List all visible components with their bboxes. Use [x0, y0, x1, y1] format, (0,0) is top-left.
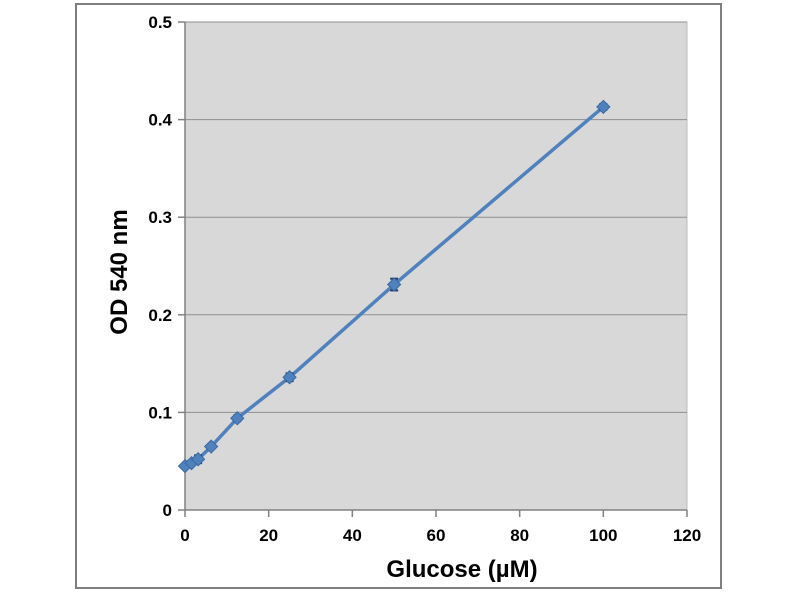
y-tick-label: 0	[163, 501, 172, 520]
data-point-marker	[386, 277, 402, 292]
y-tick-label: 0.4	[148, 111, 172, 130]
y-axis-title: OD 540 nm	[106, 209, 133, 335]
x-axis-title: Glucose (µM)	[386, 556, 538, 583]
data-point-marker	[190, 452, 206, 467]
x-tick-label: 60	[427, 526, 446, 545]
x-tick-label: 80	[510, 526, 529, 545]
x-tick-label: 20	[259, 526, 278, 545]
x-tick-label: 0	[180, 526, 189, 545]
data-point-marker	[230, 411, 245, 426]
data-point-marker	[282, 370, 297, 385]
plot-area-background	[184, 21, 688, 511]
y-tick-label: 0.5	[148, 13, 172, 32]
data-point-marker	[203, 439, 219, 454]
x-tick-label: 100	[589, 526, 617, 545]
data-point-marker	[596, 99, 611, 115]
x-tick-label: 40	[343, 526, 362, 545]
y-tick-label: 0.2	[148, 306, 172, 325]
y-tick-label: 0.1	[148, 403, 172, 422]
y-tick-label: 0.3	[148, 208, 172, 227]
x-tick-label: 120	[673, 526, 701, 545]
